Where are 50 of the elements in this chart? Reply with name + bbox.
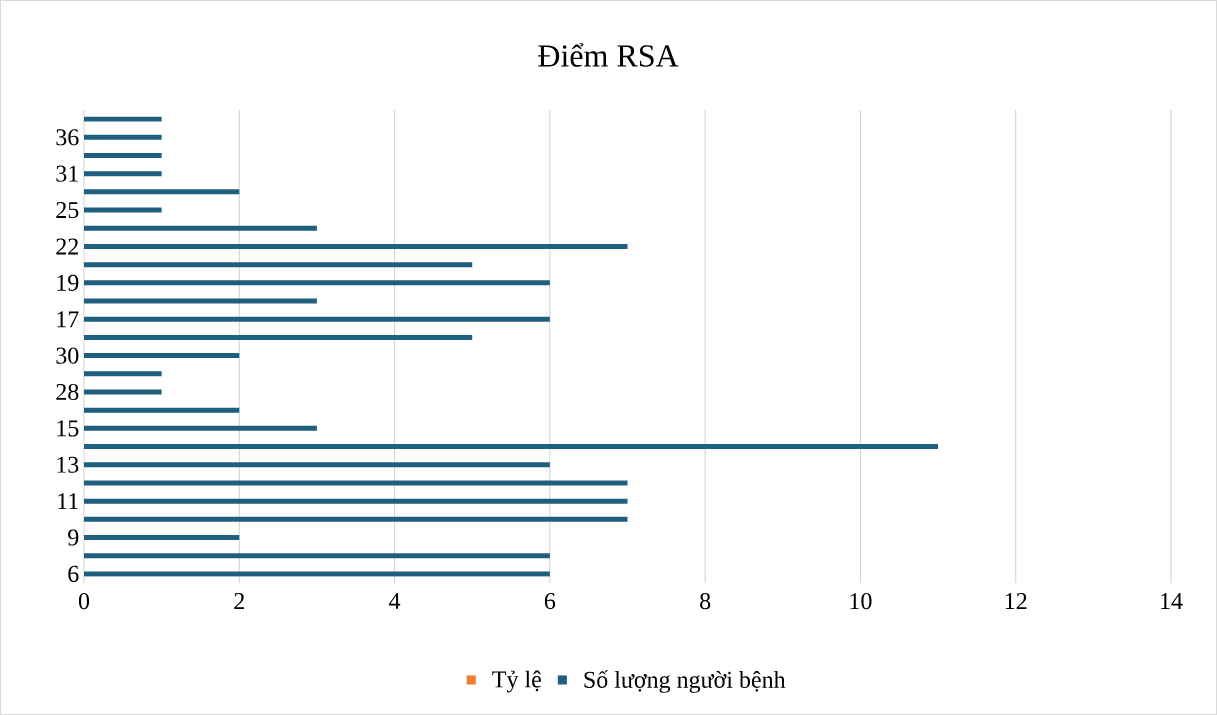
bar — [84, 444, 939, 450]
y-tick-label: 28 — [56, 383, 79, 401]
bar — [84, 298, 317, 304]
x-tick-label: 8 — [700, 593, 711, 610]
bar — [84, 243, 628, 249]
bar — [84, 535, 240, 541]
bar — [84, 480, 628, 486]
bar — [84, 353, 240, 359]
x-tick-label: 14 — [1161, 593, 1183, 609]
y-tick-label: 19 — [57, 274, 79, 291]
y-tick-label: 9 — [68, 529, 79, 546]
bar — [84, 207, 162, 213]
bar — [84, 171, 162, 177]
bar — [84, 407, 240, 413]
y-tick-label: 25 — [56, 202, 79, 219]
y-tick-label: 36 — [56, 129, 79, 146]
bar — [84, 571, 550, 577]
bar — [84, 516, 628, 522]
bar — [84, 371, 162, 377]
bar — [84, 334, 473, 340]
bar — [84, 152, 162, 158]
y-tick-label: 15 — [57, 420, 79, 437]
x-tick-label: 6 — [544, 593, 556, 610]
bar — [84, 134, 162, 140]
x-tick-label: 0 — [78, 593, 90, 610]
bar — [84, 280, 550, 286]
y-tick-label: 17 — [57, 311, 79, 328]
bar — [84, 389, 162, 395]
bar — [84, 553, 550, 559]
chart-title: Điểm RSA — [538, 43, 679, 67]
y-tick-label: 11 — [58, 493, 78, 510]
legend-label: Số lượng người bệnh — [584, 670, 786, 693]
x-tick-label: 4 — [389, 593, 401, 609]
x-tick-label: 10 — [850, 593, 872, 610]
bar — [84, 189, 240, 195]
y-tick-label: 6 — [68, 565, 79, 582]
bar — [84, 425, 317, 431]
y-tick-label: 30 — [56, 347, 79, 364]
y-tick-label: 31 — [56, 165, 78, 182]
x-tick-label: 2 — [234, 593, 244, 609]
bar — [84, 262, 473, 268]
bar — [84, 462, 550, 468]
bar — [84, 316, 550, 322]
y-tick-label: 22 — [56, 238, 78, 255]
y-tick-label: 13 — [57, 456, 79, 473]
bar — [84, 225, 317, 231]
bar — [84, 498, 628, 504]
x-tick-label: 12 — [1005, 593, 1027, 609]
legend-label: Tỷ lệ — [492, 670, 541, 693]
bar — [84, 116, 162, 122]
